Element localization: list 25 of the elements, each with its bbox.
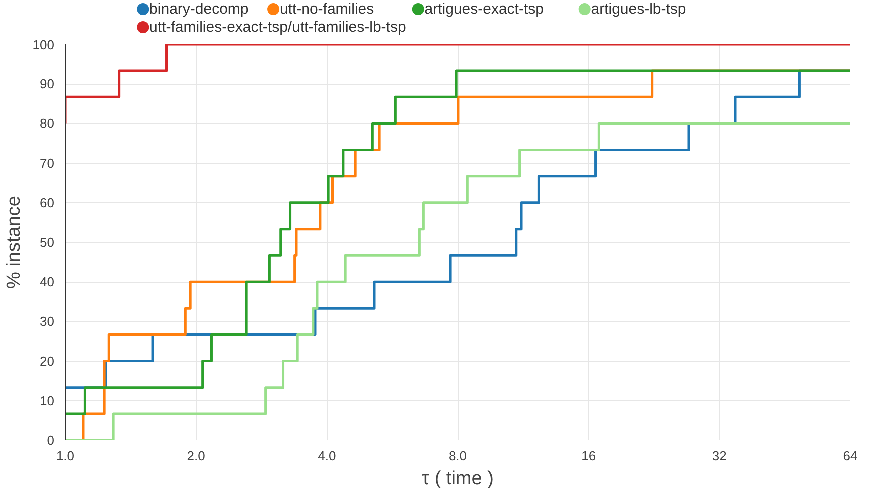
legend-label: artigues-exact-tsp [424,1,544,18]
x-axis-title: τ ( time ) [422,468,494,490]
x-tick-label: 1.0 [56,448,75,464]
x-tick-label: 2.0 [187,448,206,464]
y-tick-label: 30 [40,314,55,330]
x-tick-label: 32 [712,448,727,464]
x-tick-label: 64 [843,448,858,464]
y-tick-label: 0 [47,433,55,448]
y-tick-label: 50 [40,235,55,250]
y-tick-label: 60 [40,195,55,210]
y-tick-label: 80 [40,116,55,132]
y-tick-label: 90 [40,76,55,92]
y-axis-title: % instance [4,196,25,289]
x-tick-label: 16 [582,448,596,464]
legend-label: utt-families-exact-tsp/utt-families-lb-tsp [150,19,406,36]
x-tick-label: 8.0 [448,448,468,464]
y-tick-label: 20 [40,354,55,369]
y-tick-label: 70 [40,156,55,171]
legend-label: artigues-lb-tsp [591,1,686,18]
legend-label: binary-decomp [150,1,249,18]
legend-label: utt-no-families [280,1,374,18]
y-tick-label: 40 [40,274,55,290]
y-tick-label: 100 [32,38,55,52]
y-tick-label: 10 [40,393,55,408]
x-tick-label: 4.0 [318,448,336,464]
